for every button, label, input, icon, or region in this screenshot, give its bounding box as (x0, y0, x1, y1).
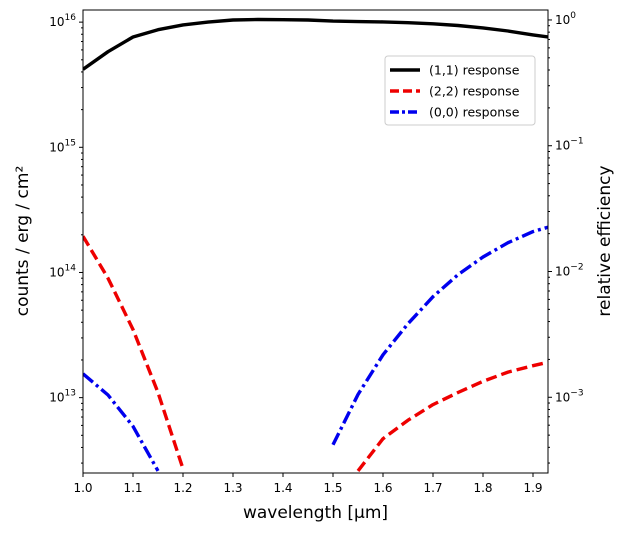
y-axis-right: 10−3 10−2 10−1 100 (548, 11, 584, 464)
series-layer (83, 17, 548, 472)
y-right-tick-label: 10−2 (555, 263, 584, 279)
x-tick-label: 1.7 (423, 481, 442, 495)
x-tick-label: 1.9 (523, 481, 542, 495)
x-tick-label: 1.2 (173, 481, 192, 495)
x-tick-label: 1.3 (223, 481, 242, 495)
plot-frame (82, 9, 549, 474)
y-axis-title: counts / erg / cm² (13, 166, 33, 317)
x-tick-label: 1.8 (473, 481, 492, 495)
x-axis: 1.0 1.1 1.2 1.3 1.4 1.5 1.6 1.7 1.8 1.9 (73, 473, 543, 495)
y-right-tick-label: 10−1 (555, 137, 584, 153)
x-tick-label: 1.5 (323, 481, 342, 495)
y-right-tick-label: 100 (555, 11, 576, 27)
y-axis-right-title: relative efficiency (595, 165, 615, 316)
y-tick-label: 1016 (49, 13, 76, 29)
x-tick-label: 1.1 (123, 481, 142, 495)
y-axis-left: 1013 1014 1015 1016 (49, 13, 83, 464)
y-tick-label: 1015 (49, 138, 76, 154)
series-line-2 (83, 372, 160, 472)
legend-label: (1,1) response (429, 63, 520, 78)
legend-label: (0,0) response (429, 105, 520, 120)
x-tick-label: 1.6 (373, 481, 392, 495)
series-line-1 (356, 360, 548, 472)
legend: (1,1) response (2,2) response (0,0) respon… (384, 55, 536, 126)
y-tick-label: 1014 (49, 263, 76, 279)
x-axis-title: wavelength [μm] (243, 503, 388, 523)
series-line-1 (83, 235, 185, 470)
series-line-2 (331, 225, 548, 446)
x-tick-label: 1.4 (273, 481, 292, 495)
legend-box (384, 55, 536, 126)
y-tick-label: 1013 (49, 389, 76, 405)
y-right-tick-label: 10−3 (555, 388, 584, 404)
legend-label: (2,2) response (429, 84, 520, 99)
x-tick-label: 1.0 (73, 481, 92, 495)
series-line-0 (83, 17, 548, 71)
